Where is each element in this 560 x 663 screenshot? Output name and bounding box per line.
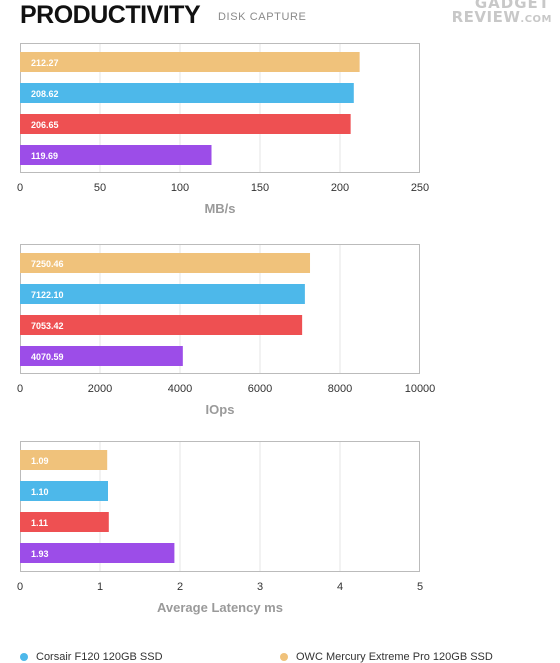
bar	[20, 145, 212, 165]
bar	[20, 346, 183, 366]
legend-label: Corsair F120 120GB SSD	[36, 651, 163, 663]
bar-value-label: 1.93	[31, 549, 49, 559]
x-tick-label: 2000	[88, 383, 112, 395]
x-tick-label: 100	[171, 182, 189, 194]
bar	[20, 114, 351, 134]
x-tick-label: 6000	[248, 383, 272, 395]
plot-frame	[20, 43, 420, 173]
legend-item: OWC Mercury Extreme Pro 120GB SSD	[280, 651, 493, 663]
bar-value-label: 4070.59	[31, 352, 64, 362]
bar	[20, 450, 108, 470]
bar-value-label: 7053.42	[31, 321, 64, 331]
bar-value-label: 212.27	[31, 58, 59, 68]
logo-line-2: REVIEW.COM	[452, 8, 552, 26]
legend-swatch	[280, 653, 288, 661]
x-tick-label: 250	[411, 182, 429, 194]
bar-value-label: 119.69	[31, 151, 58, 161]
bar	[20, 83, 354, 103]
logo-suffix: .COM	[520, 14, 552, 25]
legend-swatch	[20, 653, 28, 661]
x-tick-label: 0	[17, 383, 23, 395]
bar-value-label: 208.62	[31, 89, 59, 99]
page-subtitle: DISK CAPTURE	[218, 11, 307, 23]
site-logo: GADGET REVIEW.COM	[432, 0, 554, 26]
x-tick-label: 10000	[405, 383, 436, 395]
x-tick-label: 8000	[328, 383, 352, 395]
x-tick-label: 150	[251, 182, 269, 194]
plot-frame	[20, 244, 420, 374]
chart-legend: Corsair F120 120GB SSD OWC Mercury Extrem…	[0, 650, 560, 663]
x-tick-label: 1	[97, 581, 103, 593]
bar-value-label: 1.09	[31, 456, 49, 466]
x-tick-label: 5	[417, 581, 423, 593]
bar	[20, 52, 360, 72]
bar-value-label: 7122.10	[31, 290, 64, 300]
x-tick-label: 4	[337, 581, 343, 593]
bar	[20, 512, 109, 532]
x-axis-label: MB/s	[204, 201, 235, 216]
chart-panel-1: 212.27 208.62 206.65 119.69 0 50 100 150 200 250 M…	[17, 43, 429, 216]
bar	[20, 253, 311, 273]
x-tick-label: 2	[177, 581, 183, 593]
page-title: PRODUCTIVITY	[20, 1, 201, 29]
bar	[20, 315, 303, 335]
x-tick-label: 50	[94, 182, 106, 194]
bar	[20, 284, 305, 304]
bar	[20, 543, 175, 563]
logo-line-1: GADGET	[474, 0, 550, 12]
x-tick-label: 3	[257, 581, 263, 593]
chart-panel-2: 7250.46 7122.10 7053.42 4070.59 0 2000 4000 600…	[17, 244, 435, 417]
legend-item: Corsair F120 120GB SSD	[20, 651, 163, 663]
legend-label: OWC Mercury Extreme Pro 120GB SSD	[296, 651, 493, 663]
x-axis-label: Average Latency ms	[157, 600, 283, 615]
bar-value-label: 206.65	[31, 120, 59, 130]
bar-value-label: 7250.46	[31, 259, 64, 269]
chart-panel-3: 1.09 1.10 1.11 1.93 0 1 2 3 4 5 Average Latency ms	[17, 441, 423, 615]
bar-value-label: 1.11	[31, 518, 48, 528]
bar	[20, 481, 108, 501]
x-tick-label: 0	[17, 182, 23, 194]
x-tick-label: 4000	[168, 383, 192, 395]
x-axis-label: IOps	[206, 402, 235, 417]
x-tick-label: 200	[331, 182, 349, 194]
logo-line-2-text: REVIEW	[451, 8, 521, 26]
bar-value-label: 1.10	[31, 487, 49, 497]
x-tick-label: 0	[17, 581, 23, 593]
plot-frame	[20, 441, 420, 572]
